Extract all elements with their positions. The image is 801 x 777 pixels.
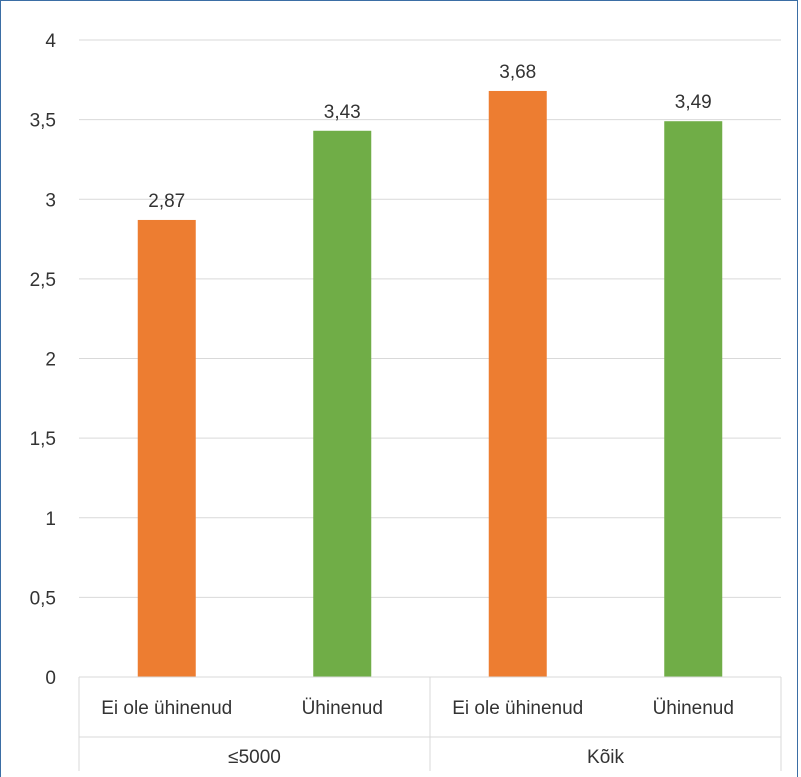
y-tick-label: 4	[45, 31, 56, 52]
y-tick-label: 0,5	[30, 588, 56, 609]
y-tick-label: 0	[45, 668, 56, 689]
x-category-label: Ühinenud	[302, 698, 383, 719]
x-group-label: Kõik	[587, 747, 624, 768]
y-tick-label: 2,5	[30, 270, 56, 291]
data-label: 2,87	[148, 191, 185, 212]
x-category-label: Ei ole ühinenud	[101, 698, 232, 719]
bar-4	[664, 121, 723, 677]
data-label: 3,49	[675, 92, 712, 113]
bar-2	[313, 130, 372, 677]
y-tick-label: 3,5	[30, 111, 56, 132]
x-category-label: Ei ole ühinenud	[452, 698, 583, 719]
y-tick-label: 1,5	[30, 429, 56, 450]
x-group-label: ≤5000	[228, 747, 281, 768]
bar-1	[137, 219, 196, 677]
data-label: 3,68	[499, 62, 536, 83]
y-tick-label: 1	[45, 509, 56, 530]
y-tick-label: 3	[45, 190, 56, 211]
data-label: 3,43	[324, 102, 361, 123]
bar-3	[488, 90, 547, 677]
x-category-label: Ühinenud	[653, 698, 734, 719]
y-tick-label: 2	[45, 350, 56, 371]
